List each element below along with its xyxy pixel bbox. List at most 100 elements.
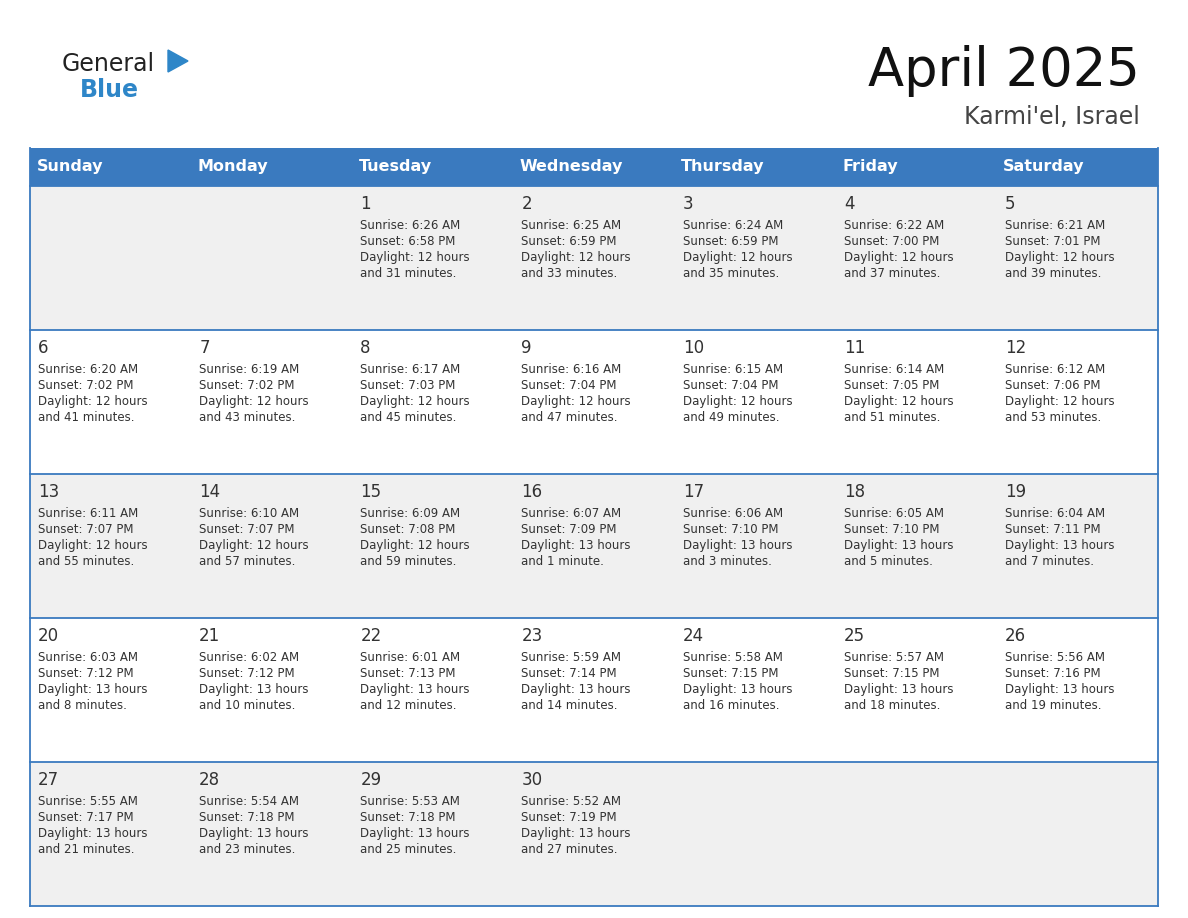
Text: Daylight: 13 hours: Daylight: 13 hours <box>522 827 631 840</box>
Text: and 8 minutes.: and 8 minutes. <box>38 699 127 712</box>
Text: Sunset: 6:59 PM: Sunset: 6:59 PM <box>522 235 617 248</box>
Text: Sunrise: 6:14 AM: Sunrise: 6:14 AM <box>843 363 944 376</box>
Text: Sunset: 7:05 PM: Sunset: 7:05 PM <box>843 379 940 392</box>
Text: Sunset: 7:16 PM: Sunset: 7:16 PM <box>1005 667 1100 680</box>
Text: Sunset: 7:04 PM: Sunset: 7:04 PM <box>683 379 778 392</box>
Text: and 37 minutes.: and 37 minutes. <box>843 267 940 280</box>
Text: Daylight: 13 hours: Daylight: 13 hours <box>1005 683 1114 696</box>
Text: Daylight: 13 hours: Daylight: 13 hours <box>843 539 953 552</box>
Text: Sunset: 7:04 PM: Sunset: 7:04 PM <box>522 379 617 392</box>
Text: Daylight: 13 hours: Daylight: 13 hours <box>38 827 147 840</box>
Text: Daylight: 13 hours: Daylight: 13 hours <box>1005 539 1114 552</box>
Text: General: General <box>62 52 156 76</box>
Text: and 21 minutes.: and 21 minutes. <box>38 843 134 856</box>
Text: Sunset: 7:07 PM: Sunset: 7:07 PM <box>38 523 133 536</box>
Text: Sunrise: 6:07 AM: Sunrise: 6:07 AM <box>522 507 621 520</box>
Text: Sunrise: 5:54 AM: Sunrise: 5:54 AM <box>200 795 299 808</box>
Text: Sunset: 7:15 PM: Sunset: 7:15 PM <box>683 667 778 680</box>
Bar <box>30 618 1158 762</box>
Text: Sunset: 7:14 PM: Sunset: 7:14 PM <box>522 667 617 680</box>
Text: Sunrise: 6:25 AM: Sunrise: 6:25 AM <box>522 219 621 232</box>
Text: 23: 23 <box>522 627 543 645</box>
Text: Sunset: 7:12 PM: Sunset: 7:12 PM <box>38 667 134 680</box>
Text: and 19 minutes.: and 19 minutes. <box>1005 699 1101 712</box>
Bar <box>30 330 1158 474</box>
Text: Sunrise: 6:15 AM: Sunrise: 6:15 AM <box>683 363 783 376</box>
Text: Sunset: 7:07 PM: Sunset: 7:07 PM <box>200 523 295 536</box>
Text: 25: 25 <box>843 627 865 645</box>
Text: 5: 5 <box>1005 195 1016 213</box>
Text: Daylight: 13 hours: Daylight: 13 hours <box>522 539 631 552</box>
Text: Sunrise: 5:56 AM: Sunrise: 5:56 AM <box>1005 651 1105 664</box>
Text: 28: 28 <box>200 771 220 789</box>
Text: Sunset: 7:10 PM: Sunset: 7:10 PM <box>843 523 940 536</box>
Text: 20: 20 <box>38 627 59 645</box>
Text: Daylight: 12 hours: Daylight: 12 hours <box>200 395 309 408</box>
Text: Daylight: 13 hours: Daylight: 13 hours <box>360 683 469 696</box>
Text: and 53 minutes.: and 53 minutes. <box>1005 411 1101 424</box>
Text: Sunrise: 5:57 AM: Sunrise: 5:57 AM <box>843 651 943 664</box>
Text: Daylight: 13 hours: Daylight: 13 hours <box>38 683 147 696</box>
Text: and 3 minutes.: and 3 minutes. <box>683 555 771 568</box>
Text: Sunrise: 6:19 AM: Sunrise: 6:19 AM <box>200 363 299 376</box>
Text: Daylight: 12 hours: Daylight: 12 hours <box>522 251 631 264</box>
Text: 8: 8 <box>360 339 371 357</box>
Text: Tuesday: Tuesday <box>359 160 432 174</box>
Text: Sunset: 7:02 PM: Sunset: 7:02 PM <box>200 379 295 392</box>
Text: and 31 minutes.: and 31 minutes. <box>360 267 456 280</box>
Text: Saturday: Saturday <box>1004 160 1085 174</box>
Text: 19: 19 <box>1005 483 1026 501</box>
Text: and 14 minutes.: and 14 minutes. <box>522 699 618 712</box>
Text: 27: 27 <box>38 771 59 789</box>
Text: Daylight: 12 hours: Daylight: 12 hours <box>200 539 309 552</box>
Text: Sunset: 7:00 PM: Sunset: 7:00 PM <box>843 235 940 248</box>
Text: and 12 minutes.: and 12 minutes. <box>360 699 457 712</box>
Text: Sunrise: 6:06 AM: Sunrise: 6:06 AM <box>683 507 783 520</box>
Text: 10: 10 <box>683 339 703 357</box>
Text: 15: 15 <box>360 483 381 501</box>
Text: 12: 12 <box>1005 339 1026 357</box>
Text: Daylight: 13 hours: Daylight: 13 hours <box>200 827 309 840</box>
Text: 11: 11 <box>843 339 865 357</box>
Text: Daylight: 12 hours: Daylight: 12 hours <box>1005 395 1114 408</box>
Text: Daylight: 13 hours: Daylight: 13 hours <box>360 827 469 840</box>
Text: 9: 9 <box>522 339 532 357</box>
Text: Thursday: Thursday <box>681 160 765 174</box>
Text: and 35 minutes.: and 35 minutes. <box>683 267 779 280</box>
Text: Sunset: 7:13 PM: Sunset: 7:13 PM <box>360 667 456 680</box>
Text: and 25 minutes.: and 25 minutes. <box>360 843 456 856</box>
Text: Daylight: 12 hours: Daylight: 12 hours <box>360 251 470 264</box>
Text: Sunrise: 5:52 AM: Sunrise: 5:52 AM <box>522 795 621 808</box>
Bar <box>30 148 1158 186</box>
Text: 6: 6 <box>38 339 49 357</box>
Text: and 59 minutes.: and 59 minutes. <box>360 555 456 568</box>
Text: Sunset: 7:19 PM: Sunset: 7:19 PM <box>522 811 617 824</box>
Text: and 27 minutes.: and 27 minutes. <box>522 843 618 856</box>
Text: and 43 minutes.: and 43 minutes. <box>200 411 296 424</box>
Text: Daylight: 12 hours: Daylight: 12 hours <box>683 251 792 264</box>
Text: Daylight: 13 hours: Daylight: 13 hours <box>200 683 309 696</box>
Text: 13: 13 <box>38 483 59 501</box>
Text: and 41 minutes.: and 41 minutes. <box>38 411 134 424</box>
Text: 26: 26 <box>1005 627 1026 645</box>
Text: Sunrise: 6:09 AM: Sunrise: 6:09 AM <box>360 507 461 520</box>
Text: Sunrise: 6:01 AM: Sunrise: 6:01 AM <box>360 651 461 664</box>
Text: Sunset: 7:11 PM: Sunset: 7:11 PM <box>1005 523 1100 536</box>
Text: and 47 minutes.: and 47 minutes. <box>522 411 618 424</box>
Text: Sunrise: 6:05 AM: Sunrise: 6:05 AM <box>843 507 943 520</box>
Text: Daylight: 12 hours: Daylight: 12 hours <box>360 395 470 408</box>
Text: Daylight: 13 hours: Daylight: 13 hours <box>683 683 792 696</box>
Text: and 39 minutes.: and 39 minutes. <box>1005 267 1101 280</box>
Text: Sunrise: 6:04 AM: Sunrise: 6:04 AM <box>1005 507 1105 520</box>
Text: 29: 29 <box>360 771 381 789</box>
Text: Friday: Friday <box>842 160 898 174</box>
Text: and 10 minutes.: and 10 minutes. <box>200 699 296 712</box>
Text: Sunset: 6:58 PM: Sunset: 6:58 PM <box>360 235 456 248</box>
Bar <box>30 186 1158 330</box>
Text: 14: 14 <box>200 483 220 501</box>
Text: 2: 2 <box>522 195 532 213</box>
Text: and 45 minutes.: and 45 minutes. <box>360 411 456 424</box>
Text: and 55 minutes.: and 55 minutes. <box>38 555 134 568</box>
Text: Sunrise: 5:58 AM: Sunrise: 5:58 AM <box>683 651 783 664</box>
Text: Daylight: 13 hours: Daylight: 13 hours <box>843 683 953 696</box>
